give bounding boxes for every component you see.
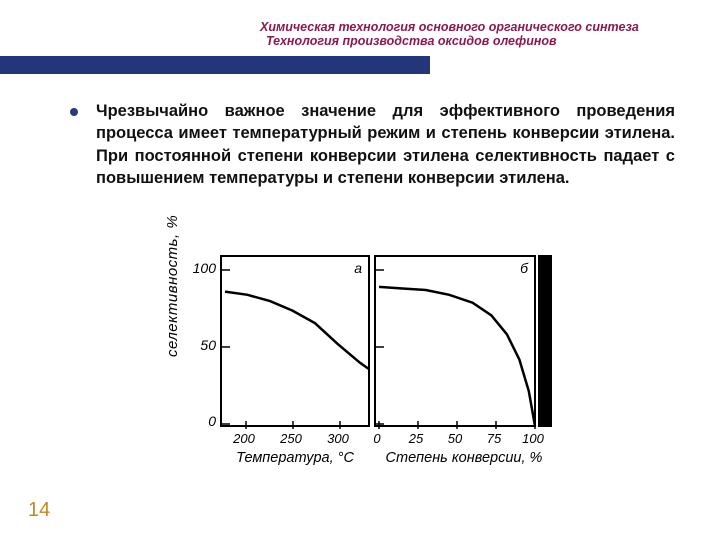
figure: селективность, % 0 50 100 а 200 250 300 …	[170, 255, 570, 480]
panel-b-xtick-1: 25	[409, 431, 423, 446]
figure-edge-strip	[538, 255, 552, 427]
slide-header: Химическая технология основного органиче…	[260, 20, 680, 48]
panel-a-xtick-0: 200	[233, 431, 255, 446]
header-title-1: Химическая технология основного органиче…	[260, 20, 680, 34]
chart-panel-a: а	[220, 255, 370, 427]
panel-b-svg	[376, 257, 538, 429]
panel-a-svg	[222, 257, 372, 429]
y-tick-0: 0	[186, 413, 216, 429]
panel-a-xlabel: Температура, °С	[218, 450, 372, 466]
body-section: Чрезвычайно важное значение для эффектив…	[70, 100, 675, 189]
body-paragraph: Чрезвычайно важное значение для эффектив…	[96, 100, 675, 189]
panel-b-xtick-4: 100	[522, 431, 544, 446]
header-title-2: Технология производства оксидов олефинов	[266, 34, 680, 48]
page-number: 14	[28, 499, 50, 522]
panel-b-xtick-2: 50	[448, 431, 462, 446]
panel-b-xtick-3: 75	[487, 431, 501, 446]
y-tick-1: 50	[186, 337, 216, 353]
header-accent-bar	[0, 56, 430, 74]
y-axis-label: селективность, %	[164, 215, 181, 357]
panel-a-xtick-1: 250	[280, 431, 302, 446]
bullet-icon	[70, 108, 78, 116]
panel-a-xtick-2: 300	[327, 431, 349, 446]
panel-b-xtick-0: 0	[373, 431, 380, 446]
y-tick-2: 100	[186, 260, 216, 276]
panel-b-xlabel: Степень конверсии, %	[374, 450, 554, 466]
bullet-item: Чрезвычайно важное значение для эффектив…	[70, 100, 675, 189]
chart-panel-b: б	[374, 255, 536, 427]
